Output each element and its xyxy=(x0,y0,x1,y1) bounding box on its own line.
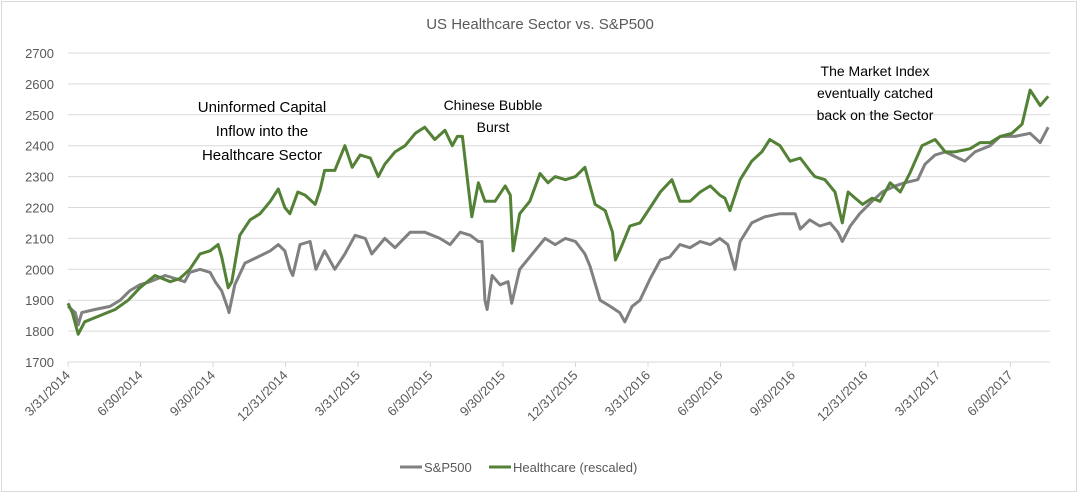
series-line-sp500 xyxy=(67,126,1050,327)
x-tick-label: 3/31/2016 xyxy=(602,368,654,420)
y-tick-label: 1900 xyxy=(25,293,54,308)
x-tick-label: 3/31/2015 xyxy=(312,368,364,420)
x-tick-label: 9/30/2016 xyxy=(747,368,799,420)
x-tick-label: 12/31/2016 xyxy=(814,368,871,425)
y-tick-label: 2500 xyxy=(25,108,54,123)
x-tick-label: 6/30/2015 xyxy=(384,368,436,420)
y-tick-label: 2000 xyxy=(25,262,54,277)
legend-label-sp500: S&P500 xyxy=(424,460,472,475)
y-tick-label: 2400 xyxy=(25,139,54,154)
annotation-text: Healthcare Sector xyxy=(202,147,322,164)
x-tick-label: 9/30/2015 xyxy=(457,368,509,420)
x-tick-label: 6/30/2014 xyxy=(94,368,146,420)
y-tick-label: 1700 xyxy=(25,355,54,370)
y-tick-label: 2600 xyxy=(25,77,54,92)
annotation-text: Chinese Bubble xyxy=(444,97,543,113)
series-line-healthcare xyxy=(66,88,1050,336)
y-tick-label: 2200 xyxy=(25,201,54,216)
annotation-text: back on the Sector xyxy=(817,107,934,123)
x-tick-label: 12/31/2014 xyxy=(234,368,291,425)
x-tick-label: 12/31/2015 xyxy=(524,368,581,425)
annotation-text: The Market Index xyxy=(821,63,930,79)
legend: S&P500 Healthcare (rescaled) xyxy=(400,460,637,475)
y-axis-ticks: 1700 1800 1900 2000 2100 2200 2300 2400 2500 2600… xyxy=(25,46,54,370)
y-tick-label: 1800 xyxy=(25,324,54,339)
annotation-text: Inflow into the xyxy=(216,123,309,140)
y-tick-label: 2300 xyxy=(25,170,54,185)
gridlines xyxy=(68,52,1050,363)
series-lines xyxy=(66,88,1050,336)
x-tick-label: 3/31/2014 xyxy=(22,368,74,420)
annotation-text: Uninformed Capital xyxy=(198,99,326,116)
legend-label-healthcare: Healthcare (rescaled) xyxy=(513,460,637,475)
x-tick-label: 3/31/2017 xyxy=(892,368,944,420)
x-tick-label: 9/30/2014 xyxy=(167,368,219,420)
y-tick-label: 2700 xyxy=(25,46,54,61)
y-tick-label: 2100 xyxy=(25,231,54,246)
annotations: Uninformed Capital Inflow into the Healthc… xyxy=(198,63,934,164)
x-tick-label: 6/30/2016 xyxy=(674,368,726,420)
x-axis: 3/31/2014 6/30/2014 9/30/2014 12/31/2014 3/3… xyxy=(22,362,1016,424)
x-tick-label: 6/30/2017 xyxy=(964,368,1016,420)
annotation-text: eventually catched xyxy=(817,85,933,101)
chart-title: US Healthcare Sector vs. S&P500 xyxy=(426,16,654,33)
annotation-text: Burst xyxy=(477,119,510,135)
